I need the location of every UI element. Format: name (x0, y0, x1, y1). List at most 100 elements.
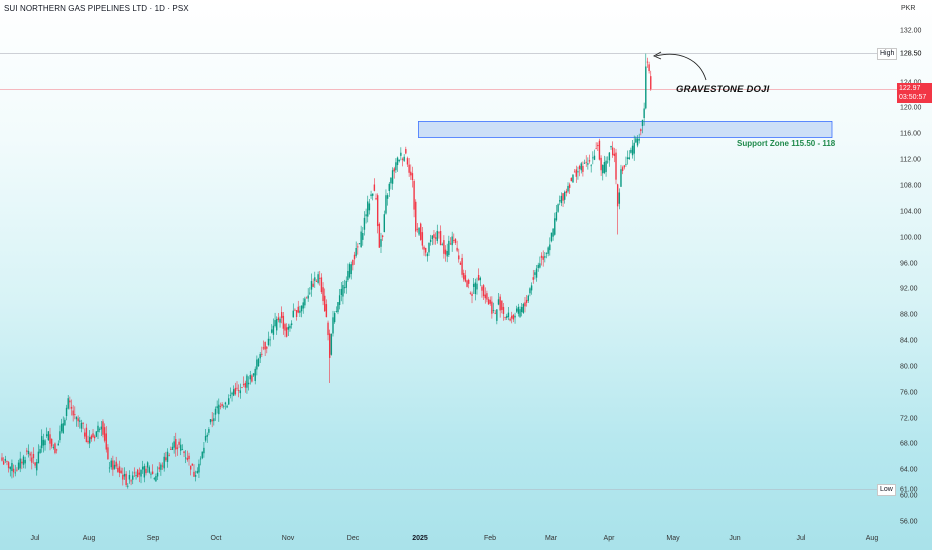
candle-body (466, 280, 468, 287)
candle-body (482, 285, 485, 297)
candle-body (130, 480, 132, 482)
candle-body (41, 436, 43, 449)
candle-body (529, 288, 531, 294)
candle-body (423, 246, 425, 250)
candle-body (545, 252, 548, 254)
candle-body (575, 169, 577, 177)
candle-body (530, 285, 533, 291)
x-tick-label: Nov (281, 535, 295, 542)
candle-body (370, 194, 372, 197)
candle-body (158, 467, 160, 470)
candle-body (550, 232, 553, 242)
candle-body (188, 455, 190, 460)
x-tick-label: Jul (796, 535, 806, 542)
candle-body (228, 398, 230, 405)
candle-body (565, 190, 568, 193)
candle-body (229, 394, 232, 396)
candle-body (340, 288, 342, 295)
y-tick-label: 88.00 (900, 311, 918, 319)
candle-body (218, 404, 220, 415)
candle-body (438, 232, 440, 234)
candle-body (284, 324, 286, 331)
last-price-value: 122.97 (899, 85, 921, 92)
candle-body (454, 239, 457, 243)
candle-body (608, 152, 611, 161)
y-tick-label: 120.00 (900, 104, 922, 112)
bar-countdown: 03:50:57 (899, 94, 927, 101)
candle-body (24, 459, 26, 464)
candle-body (497, 299, 500, 305)
candle-body (570, 177, 573, 182)
candle-body (140, 469, 142, 477)
candle-body (108, 467, 111, 469)
candle-body (410, 171, 412, 176)
candle-body (122, 474, 124, 480)
candle-body (504, 317, 506, 318)
candle-body (70, 406, 73, 409)
candle-body (221, 404, 223, 407)
candle-body (616, 184, 619, 207)
candle-body (254, 368, 256, 381)
candle-body (252, 373, 255, 376)
low-label: Low (877, 483, 896, 496)
candle-body (304, 298, 306, 306)
candle-body (280, 312, 283, 318)
candle-body (309, 292, 311, 294)
candle-body (393, 168, 395, 172)
candle-body (434, 237, 437, 239)
candle-body (123, 473, 126, 477)
candle-body (156, 472, 159, 477)
candle-body (39, 449, 41, 454)
candle-body (272, 325, 275, 335)
candle-body (155, 476, 157, 482)
x-tick-label: Aug (865, 535, 879, 542)
candle-body (640, 129, 642, 132)
candle-body (494, 312, 496, 314)
candle-body (180, 444, 182, 451)
candle-body (607, 161, 609, 163)
candle-body (287, 326, 290, 330)
y-tick-label: 112.00 (900, 156, 921, 164)
candle-body (176, 447, 179, 449)
candle-body (204, 435, 207, 441)
candle-body (233, 389, 235, 396)
candle-body (355, 247, 357, 256)
candle-body (17, 462, 20, 470)
candle-body (487, 299, 490, 305)
chart-title: SUI NORTHERN GAS PIPELINES LTD · 1D · PS… (4, 4, 189, 13)
candle-body (492, 310, 495, 311)
candle-body (554, 218, 556, 235)
candle-body (170, 449, 172, 450)
annotation-arrowhead (652, 51, 662, 60)
candle-body (424, 247, 427, 253)
candle-body (631, 145, 634, 156)
candle-body (593, 155, 596, 160)
candle-body (34, 462, 36, 466)
candle-body (7, 462, 10, 469)
candle-body (219, 406, 222, 407)
candle-body (587, 163, 589, 165)
candle-body (638, 138, 640, 141)
support-zone-box (418, 121, 833, 138)
x-tick-label: Oct (210, 535, 222, 542)
candle-body (403, 156, 405, 161)
candle-body (388, 183, 390, 191)
candle-body (4, 459, 7, 461)
candle-body (489, 299, 491, 304)
candle-body (1, 457, 3, 461)
candle-body (277, 317, 280, 321)
candle-body (352, 259, 354, 266)
candle-body (635, 138, 637, 143)
candle-body (128, 475, 131, 480)
candle-body (534, 272, 536, 275)
candle-body (618, 192, 621, 204)
candle-body (261, 353, 263, 355)
candle-body (247, 382, 250, 385)
candle-body (246, 375, 248, 388)
high-label: High (877, 47, 898, 60)
x-tick-label: Feb (483, 535, 497, 542)
candle-body (560, 195, 563, 204)
candle-body (45, 434, 48, 437)
candle-body (357, 246, 359, 248)
